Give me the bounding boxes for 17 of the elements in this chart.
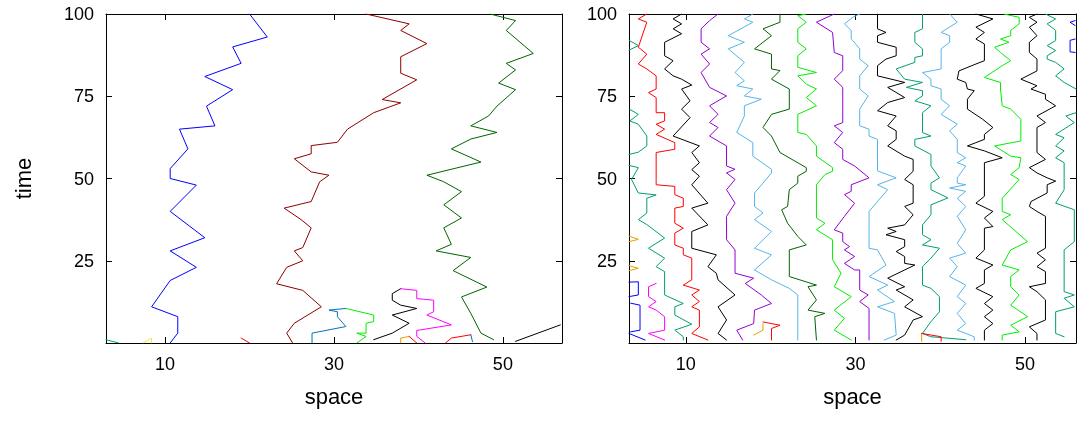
y-tick-label: 100 [586, 4, 617, 24]
x-tick-label: 50 [492, 354, 513, 374]
x-tick-label: 30 [323, 354, 345, 374]
y-tick-label: 75 [596, 86, 617, 107]
x-tick-label: 50 [1015, 354, 1036, 374]
y-tick-label: 25 [596, 250, 617, 271]
x-axis-title: space [823, 383, 882, 409]
y-tick-label: 75 [73, 86, 94, 107]
x-tick-label: 10 [675, 354, 696, 374]
x-axis-title: space [304, 383, 364, 409]
y-tick-label: 50 [596, 168, 617, 189]
y-tick-label: 100 [63, 4, 94, 24]
x-tick-label: 10 [155, 354, 176, 374]
y-tick-label: 25 [73, 250, 94, 271]
y-axis-title: time [10, 157, 36, 200]
y-tick-label: 50 [73, 168, 94, 189]
x-tick-label: 30 [845, 354, 866, 374]
